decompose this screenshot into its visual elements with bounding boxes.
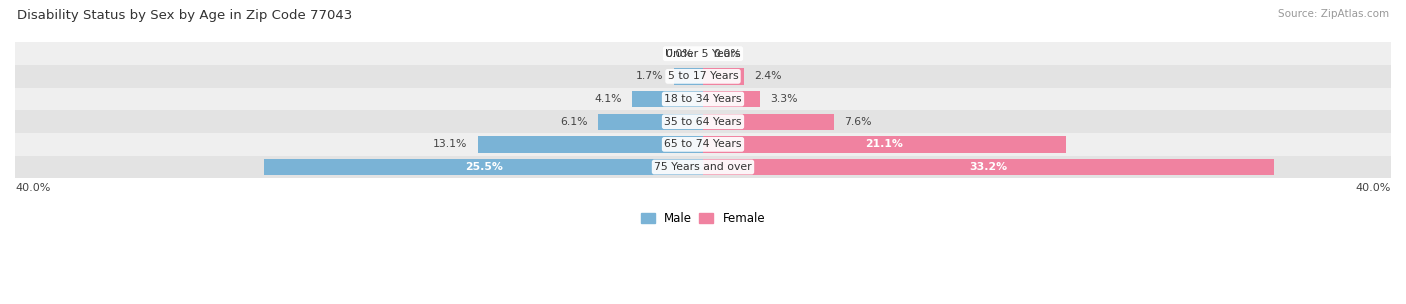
Text: 75 Years and over: 75 Years and over: [654, 162, 752, 172]
Text: Source: ZipAtlas.com: Source: ZipAtlas.com: [1278, 9, 1389, 19]
Text: 40.0%: 40.0%: [1355, 183, 1391, 193]
Bar: [703, 159, 1274, 175]
Bar: [703, 91, 759, 107]
Bar: [15, 133, 1391, 156]
Bar: [15, 110, 1391, 133]
Bar: [15, 88, 1391, 110]
Text: 6.1%: 6.1%: [560, 117, 588, 127]
Text: 0.0%: 0.0%: [665, 49, 693, 59]
Text: Under 5 Years: Under 5 Years: [665, 49, 741, 59]
Bar: [15, 42, 1391, 65]
Text: 7.6%: 7.6%: [844, 117, 872, 127]
Text: Disability Status by Sex by Age in Zip Code 77043: Disability Status by Sex by Age in Zip C…: [17, 9, 352, 22]
Bar: [15, 65, 1391, 88]
Text: 65 to 74 Years: 65 to 74 Years: [664, 139, 742, 149]
Legend: Male, Female: Male, Female: [636, 207, 770, 230]
Bar: [703, 113, 834, 130]
Bar: [15, 156, 1391, 178]
Text: 5 to 17 Years: 5 to 17 Years: [668, 71, 738, 81]
Text: 18 to 34 Years: 18 to 34 Years: [664, 94, 742, 104]
Bar: [264, 159, 703, 175]
Bar: [478, 136, 703, 153]
Text: 21.1%: 21.1%: [866, 139, 904, 149]
Text: 25.5%: 25.5%: [465, 162, 502, 172]
Text: 1.7%: 1.7%: [636, 71, 664, 81]
Bar: [633, 91, 703, 107]
Text: 2.4%: 2.4%: [755, 71, 782, 81]
Bar: [598, 113, 703, 130]
Text: 40.0%: 40.0%: [15, 183, 51, 193]
Bar: [703, 136, 1066, 153]
Bar: [673, 68, 703, 85]
Text: 0.0%: 0.0%: [713, 49, 741, 59]
Text: 3.3%: 3.3%: [770, 94, 797, 104]
Bar: [703, 68, 744, 85]
Text: 4.1%: 4.1%: [595, 94, 623, 104]
Text: 35 to 64 Years: 35 to 64 Years: [664, 117, 742, 127]
Text: 33.2%: 33.2%: [970, 162, 1008, 172]
Text: 13.1%: 13.1%: [433, 139, 467, 149]
